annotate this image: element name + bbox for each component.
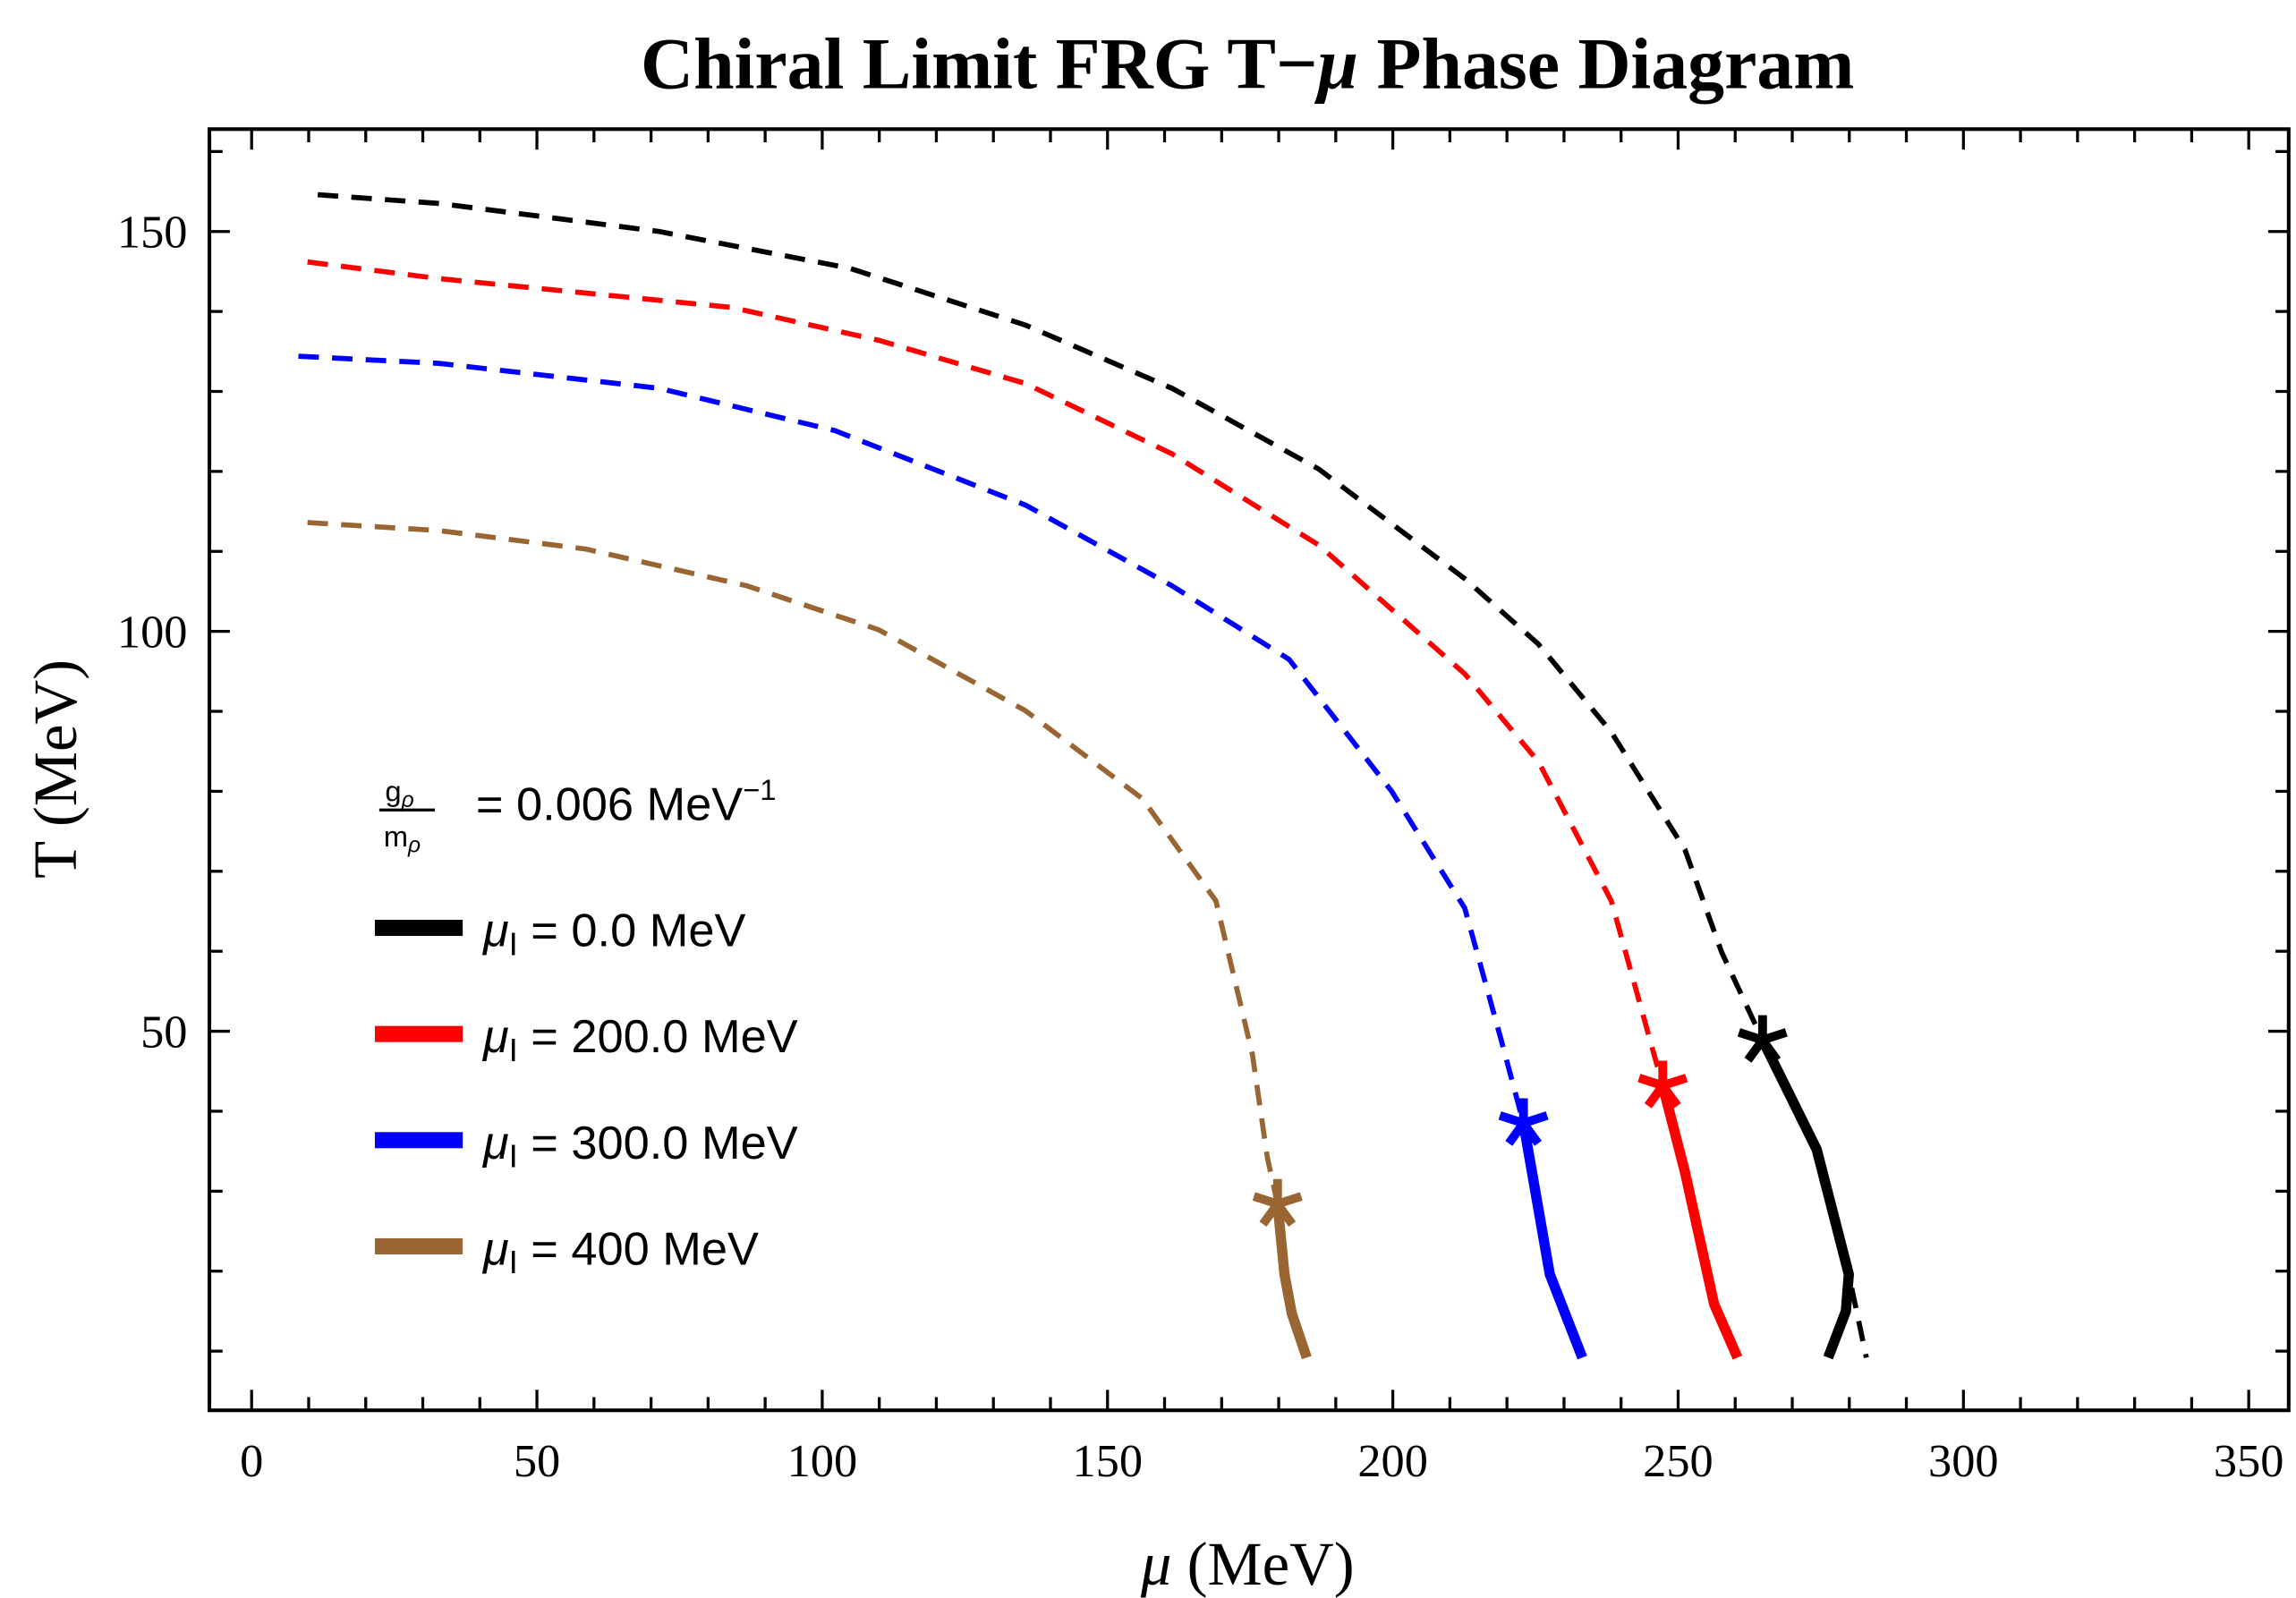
legend-label: μI = 400 MeV [481, 1223, 759, 1280]
legend-label: μI = 300.0 MeV [481, 1118, 798, 1175]
critical-point-marker [1252, 1178, 1303, 1228]
x-tick-label: 200 [1357, 1435, 1428, 1487]
legend-label: μI = 0.0 MeV [481, 905, 745, 962]
legend-swatch [374, 920, 463, 937]
y-tick-label: 150 [117, 207, 188, 259]
marker-arm [1737, 1028, 1765, 1045]
solid-curve [1657, 1084, 1743, 1360]
marker-arm [1637, 1074, 1664, 1091]
solid-curve [1757, 1037, 1854, 1360]
y-tick-label: 50 [140, 1007, 187, 1058]
marker-arm [1498, 1111, 1526, 1128]
legend-swatch [374, 1237, 463, 1254]
legend-header: gρ mρ = 0.006 MeV−1 [378, 773, 777, 858]
axis-ticks [209, 129, 2289, 1411]
legend-label: μI = 200.0 MeV [481, 1011, 798, 1068]
x-tick-label: 350 [2214, 1435, 2284, 1487]
legend-swatch [374, 1132, 463, 1149]
chart-title: Chiral Limit FRG T−μ Phase Diagram [641, 22, 1854, 104]
x-tick-label: 300 [1928, 1435, 1999, 1487]
svg-text:mρ: mρ [384, 820, 421, 858]
critical-point-marker [1498, 1098, 1549, 1146]
legend-swatch [374, 1025, 463, 1042]
solid-curve [1272, 1203, 1312, 1360]
y-axis-label: T (MeV) [21, 659, 89, 879]
legend-item: μI = 300.0 MeV [374, 1118, 798, 1175]
x-axis-label: μ (MeV) [1140, 1530, 1355, 1598]
plot-frame [207, 127, 2291, 1413]
dashed-curve [317, 191, 1869, 1358]
dashed-curve [307, 259, 1665, 1087]
y-tick-labels: 50 100 150 [117, 207, 188, 1058]
dashed-curve [298, 353, 1526, 1125]
legend-item: μI = 0.0 MeV [374, 905, 745, 962]
svg-text:gρ: gρ [385, 774, 413, 812]
curves [298, 191, 1869, 1360]
critical-point-marker [1637, 1060, 1688, 1109]
x-tick-label: 150 [1072, 1435, 1143, 1487]
x-tick-label: 100 [787, 1435, 858, 1487]
dashed-curve [307, 520, 1280, 1205]
marker-arm [1252, 1192, 1280, 1209]
x-tick-label: 50 [514, 1435, 560, 1487]
x-tick-label: 250 [1643, 1435, 1713, 1487]
legend-item: μI = 400 MeV [374, 1223, 759, 1280]
x-tick-labels: 0 50 100 150 200 250 300 350 [240, 1435, 2283, 1487]
svg-text:= 0.006 MeV−1: = 0.006 MeV−1 [476, 773, 777, 831]
legend-item: μI = 200.0 MeV [374, 1011, 798, 1068]
y-tick-label: 100 [117, 607, 188, 659]
solid-curve [1518, 1122, 1587, 1360]
critical-point-marker [1737, 1015, 1788, 1063]
x-tick-label: 0 [240, 1435, 263, 1487]
legend: gρ mρ = 0.006 MeV−1 μI = 0.0 MeV μI = 200… [374, 773, 798, 1280]
